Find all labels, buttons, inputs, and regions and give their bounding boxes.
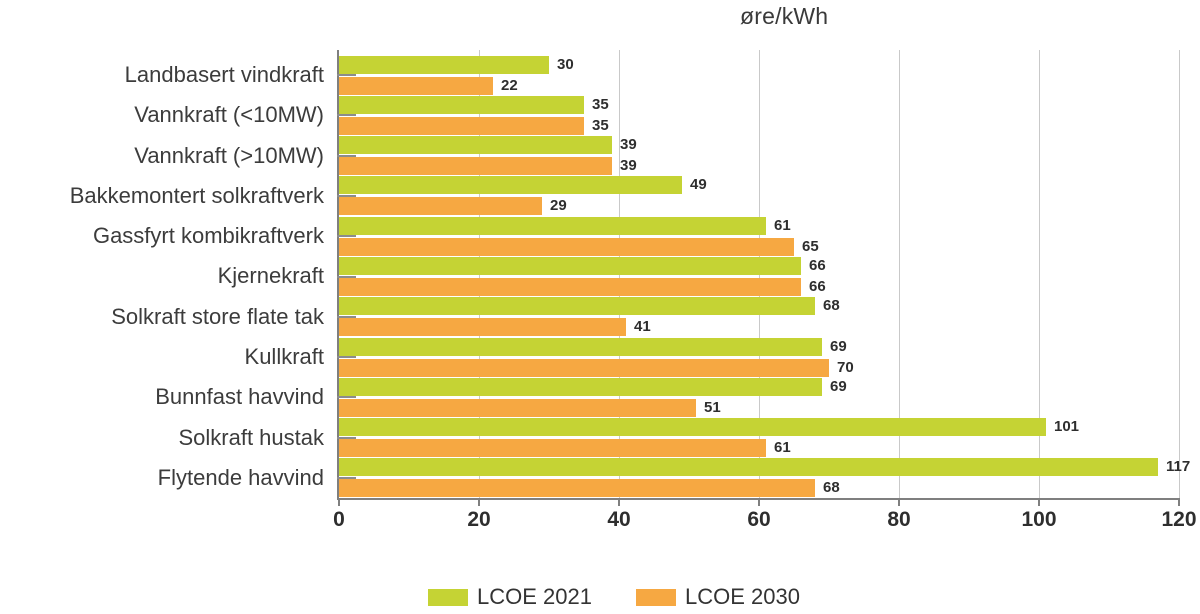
y-axis-tick	[337, 74, 356, 77]
value-label: 65	[802, 237, 819, 255]
bar-lcoe-2030	[339, 76, 493, 95]
x-tick-label: 40	[607, 508, 631, 531]
category-label: Kjernekraft	[217, 263, 324, 289]
bar-lcoe-2030	[339, 318, 626, 337]
bar-lcoe-2021	[339, 257, 801, 275]
plot-area: 30 22 35 35 39 39 49 29 61 65 66 66 68 41 69 70 69 51 101 6…	[337, 50, 1190, 506]
category-label: Bunnfast havvind	[155, 384, 324, 410]
bar-lcoe-2021	[339, 418, 1046, 437]
y-axis-tick	[337, 476, 356, 479]
value-label: 22	[501, 76, 518, 94]
value-label: 68	[823, 297, 840, 315]
value-label: 35	[592, 95, 609, 113]
bar-lcoe-2030	[339, 157, 612, 176]
value-label: 39	[620, 157, 637, 175]
bar-lcoe-2030	[339, 237, 794, 256]
value-label: 70	[837, 358, 854, 376]
category-label: Bakkemontert solkraftverk	[69, 182, 324, 208]
grid-line	[898, 50, 900, 498]
x-tick-label: 0	[333, 508, 345, 531]
chart-legend: LCOE 2021 LCOE 2030	[0, 584, 1200, 610]
bar-lcoe-2021	[339, 136, 612, 155]
bar-lcoe-2030	[339, 439, 766, 458]
y-axis-tick	[337, 315, 356, 318]
category-label: Solkraft store flate tak	[111, 303, 324, 329]
x-tick-label: 60	[747, 508, 771, 531]
y-axis-tick	[337, 194, 356, 197]
value-label: 35	[592, 116, 609, 134]
legend-item: LCOE 2021	[428, 584, 592, 610]
chart-title: øre/kWh	[740, 3, 829, 29]
x-axis-tick	[1178, 498, 1180, 506]
category-label: Solkraft hustak	[178, 424, 324, 450]
category-label: Vannkraft (>10MW)	[134, 142, 324, 168]
bar-lcoe-2021	[339, 377, 822, 396]
category-label: Gassfyrt kombikraftverk	[92, 223, 324, 249]
y-axis-tick	[337, 235, 356, 238]
value-label: 68	[823, 479, 840, 497]
legend-swatch	[636, 588, 676, 606]
value-label: 66	[809, 278, 826, 295]
value-label: 69	[830, 337, 847, 355]
category-label: Kullkraft	[244, 344, 324, 370]
x-tick-label: 100	[1021, 508, 1057, 531]
category-label: Vannkraft (<10MW)	[134, 102, 324, 128]
value-label: 101	[1054, 418, 1080, 436]
x-tick-label: 20	[467, 508, 491, 531]
category-label: Flytende havvind	[157, 464, 324, 490]
y-axis-tick	[337, 396, 356, 399]
value-label: 66	[809, 257, 826, 274]
x-axis-tick	[338, 498, 340, 506]
bar-lcoe-2030	[339, 358, 829, 377]
bar-lcoe-2030	[339, 278, 801, 296]
value-label: 49	[690, 176, 707, 194]
value-label: 117	[1166, 458, 1191, 476]
bar-lcoe-2021	[339, 297, 815, 316]
bar-lcoe-2021	[339, 95, 584, 114]
x-axis-tick	[1038, 498, 1040, 506]
x-tick-label: 120	[1161, 508, 1197, 531]
bar-lcoe-2021	[339, 176, 682, 195]
value-label: 41	[634, 318, 651, 336]
grid-line	[1178, 50, 1180, 498]
x-axis-tick	[478, 498, 480, 506]
value-label: 29	[550, 197, 567, 215]
legend-swatch	[428, 588, 469, 606]
y-axis-tick	[337, 356, 356, 359]
x-axis-tick	[758, 498, 760, 506]
value-label: 69	[830, 377, 847, 395]
x-tick-label: 80	[887, 508, 911, 531]
bar-lcoe-2030	[339, 197, 542, 216]
value-label: 61	[774, 439, 791, 457]
legend-label: LCOE 2021	[477, 584, 592, 609]
bar-lcoe-2030	[339, 116, 584, 135]
bar-lcoe-2030	[339, 398, 696, 417]
x-axis-tick	[898, 498, 900, 506]
value-label: 51	[704, 398, 721, 416]
bar-lcoe-2021	[339, 458, 1158, 477]
bar-lcoe-2021	[339, 337, 822, 356]
x-axis-tick	[618, 498, 620, 506]
bar-lcoe-2021	[339, 55, 549, 74]
y-axis-tick	[337, 275, 356, 278]
value-label: 39	[620, 136, 637, 154]
grid-line	[1038, 50, 1040, 498]
value-label: 61	[774, 216, 791, 234]
y-axis-tick	[337, 114, 356, 117]
value-label: 30	[557, 55, 574, 73]
y-axis-tick	[337, 436, 356, 439]
legend-label: LCOE 2030	[685, 584, 800, 609]
category-label: Landbasert vindkraft	[124, 62, 324, 88]
y-axis-tick	[337, 154, 356, 157]
bar-lcoe-2030	[339, 479, 815, 498]
legend-item: LCOE 2030	[636, 584, 800, 610]
bar-lcoe-2021	[339, 216, 766, 235]
